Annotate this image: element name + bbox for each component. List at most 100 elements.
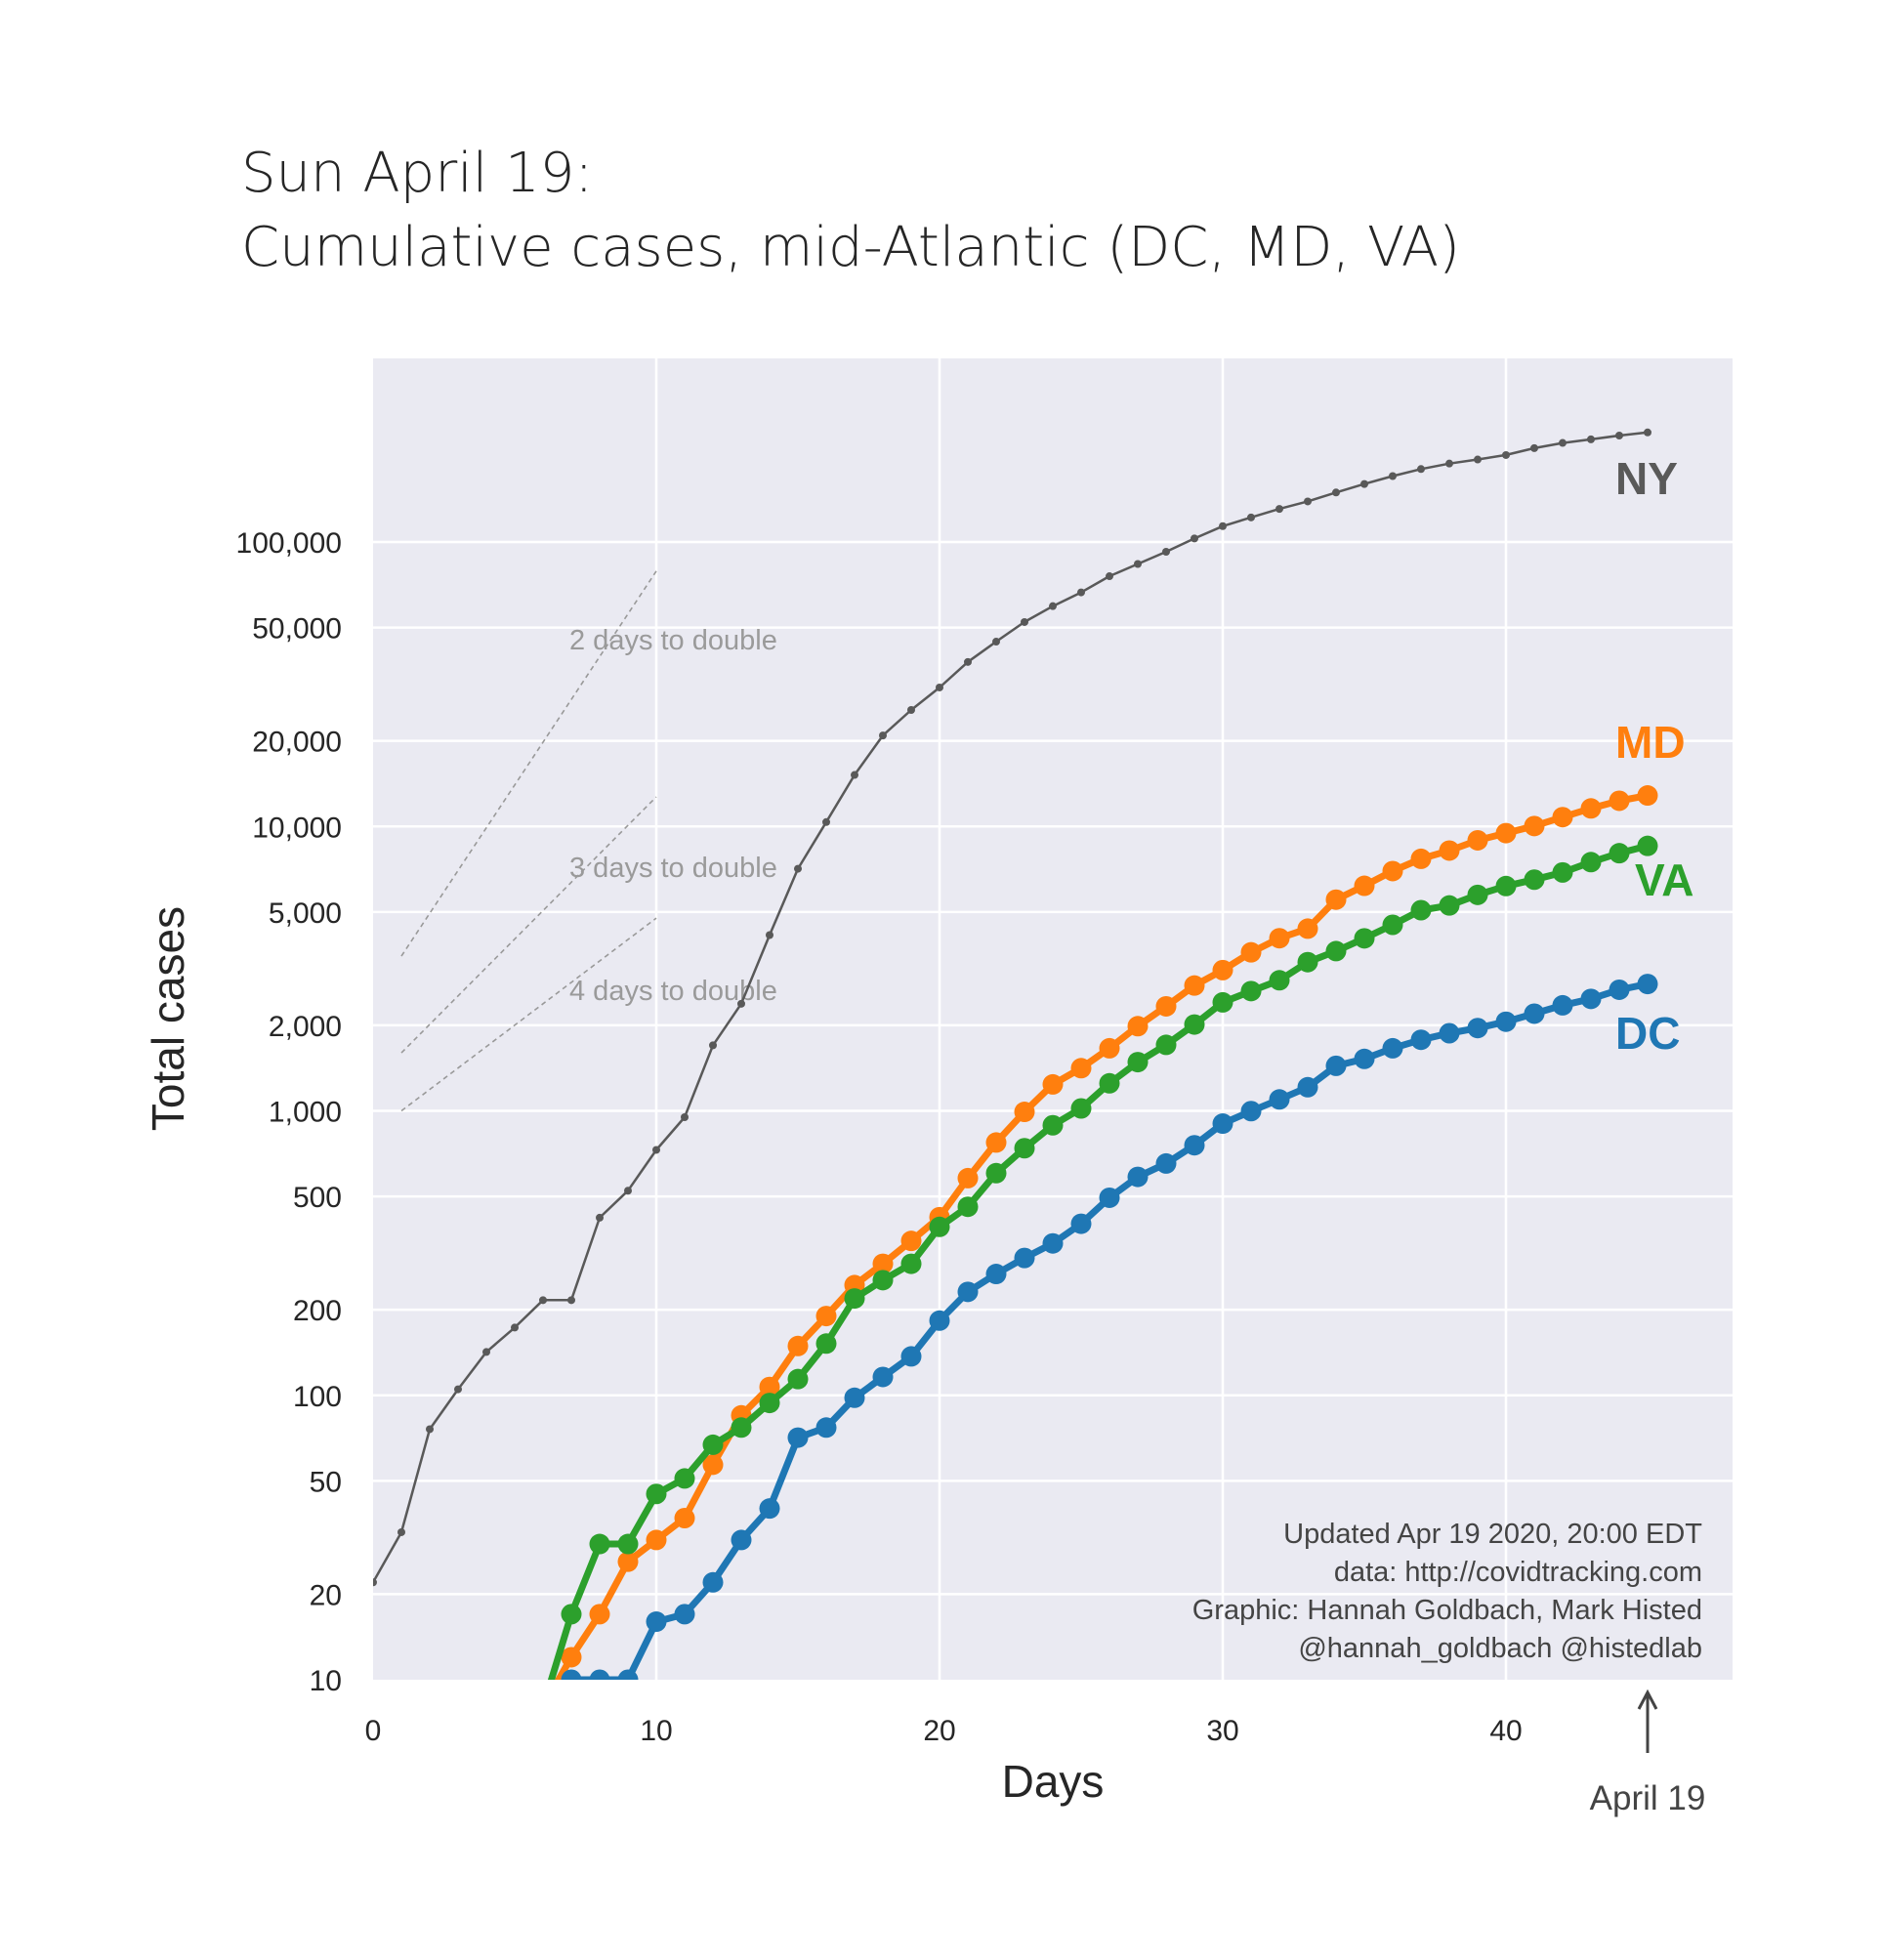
data-point-md-40 (1495, 822, 1517, 844)
data-point-va-43 (1580, 852, 1602, 873)
data-point-dc-13 (731, 1529, 752, 1551)
series-label-dc: DC (1615, 1008, 1680, 1059)
data-point-va-18 (872, 1270, 894, 1291)
data-point-dc-10 (646, 1611, 667, 1633)
data-point-ny-38 (1445, 459, 1453, 468)
data-point-md-37 (1410, 848, 1432, 869)
data-point-va-11 (674, 1468, 695, 1489)
tick-labels: 0 10 20 30 40 10 20 50 100 200 500 1,000 2,000 5,000 1… (236, 527, 1523, 1747)
credit-line-2: data: http://covidtracking.com (1334, 1557, 1702, 1588)
y-tick-label-100: 100 (293, 1381, 342, 1413)
series-layer (373, 428, 1658, 1718)
data-point-dc-16 (815, 1417, 837, 1439)
data-point-ny-44 (1615, 432, 1623, 440)
data-point-md-27 (1127, 1016, 1149, 1037)
data-point-md-32 (1269, 928, 1290, 949)
data-point-va-24 (1042, 1114, 1064, 1136)
data-point-ny-9 (624, 1187, 632, 1195)
data-point-md-8 (589, 1604, 610, 1625)
data-point-va-27 (1127, 1052, 1149, 1073)
y-tick-label-50: 50 (310, 1466, 342, 1498)
data-point-ny-7 (567, 1296, 575, 1305)
data-point-va-9 (617, 1533, 639, 1555)
data-point-ny-36 (1389, 472, 1397, 480)
series-label-md: MD (1615, 717, 1686, 768)
x-tick-label-20: 20 (923, 1715, 955, 1747)
data-point-va-32 (1269, 970, 1290, 991)
data-point-md-29 (1184, 975, 1205, 996)
data-point-va-28 (1155, 1034, 1177, 1056)
data-point-dc-20 (929, 1310, 950, 1331)
data-point-ny-1 (397, 1527, 405, 1536)
data-point-md-35 (1354, 875, 1375, 897)
data-point-dc-33 (1297, 1076, 1318, 1098)
chart-title: Sun April 19: Cumulative cases, mid-Atla… (241, 137, 1460, 285)
y-tick-label-50000: 50,000 (252, 613, 342, 646)
series-labels: NY MD VA DC (1615, 453, 1694, 1059)
data-point-md-26 (1099, 1037, 1120, 1059)
data-point-dc-9 (617, 1669, 639, 1680)
data-point-va-33 (1297, 951, 1318, 973)
credit-line-4: @hannah_goldbach @histedlab (1298, 1633, 1702, 1664)
data-point-ny-23 (1021, 617, 1028, 626)
data-point-va-40 (1495, 875, 1517, 897)
chart-title-line-2: Cumulative cases, mid-Atlantic (DC, MD, … (241, 216, 1460, 279)
credit-line-1: Updated Apr 19 2020, 20:00 EDT (1283, 1519, 1702, 1550)
data-point-ny-22 (992, 638, 1000, 646)
data-point-md-42 (1552, 807, 1573, 828)
data-point-md-28 (1155, 995, 1177, 1017)
data-point-dc-14 (759, 1498, 780, 1520)
y-tick-label-100000: 100,000 (236, 527, 342, 560)
data-point-md-10 (646, 1529, 667, 1551)
data-point-va-42 (1552, 861, 1573, 883)
data-point-dc-37 (1410, 1029, 1432, 1051)
data-point-md-21 (957, 1167, 979, 1189)
data-point-ny-32 (1275, 505, 1283, 514)
x-tick-label-0: 0 (365, 1715, 382, 1747)
data-point-va-45 (1637, 835, 1658, 856)
data-point-md-44 (1609, 790, 1630, 812)
data-point-ny-15 (794, 864, 802, 873)
data-point-va-15 (787, 1368, 809, 1390)
data-point-dc-43 (1580, 988, 1602, 1010)
data-point-va-12 (702, 1434, 724, 1455)
data-point-md-36 (1382, 860, 1403, 882)
series-label-va: VA (1635, 855, 1694, 905)
data-point-ny-13 (737, 999, 745, 1008)
y-tick-label-1000: 1,000 (269, 1097, 342, 1129)
data-point-va-34 (1325, 940, 1347, 962)
annotation-label: April 19 (1590, 1779, 1706, 1817)
data-point-md-30 (1212, 959, 1233, 980)
annotation-arrow-head (1637, 1689, 1658, 1710)
data-point-dc-30 (1212, 1113, 1233, 1135)
y-tick-label-20000: 20,000 (252, 727, 342, 759)
data-point-va-39 (1467, 884, 1488, 905)
data-point-dc-7 (561, 1669, 582, 1680)
data-point-va-38 (1439, 895, 1460, 916)
data-point-md-19 (900, 1230, 922, 1252)
data-point-va-20 (929, 1216, 950, 1237)
data-point-dc-24 (1042, 1232, 1064, 1254)
data-point-md-24 (1042, 1073, 1064, 1095)
data-point-ny-0 (373, 1578, 377, 1587)
data-point-va-10 (646, 1483, 667, 1505)
data-point-ny-45 (1644, 428, 1651, 437)
y-tick-label-2000: 2,000 (269, 1011, 342, 1043)
doubling-line-4-days (400, 917, 657, 1112)
y-tick-label-500: 500 (293, 1182, 342, 1214)
data-point-va-13 (731, 1417, 752, 1439)
data-point-dc-31 (1240, 1101, 1262, 1122)
series-label-ny: NY (1615, 453, 1678, 504)
data-point-ny-43 (1587, 435, 1595, 443)
data-point-dc-12 (702, 1571, 724, 1593)
y-tick-label-10000: 10,000 (252, 812, 342, 844)
data-point-va-22 (985, 1162, 1007, 1184)
doubling-line-2-days (400, 570, 657, 957)
data-point-ny-29 (1191, 534, 1198, 543)
data-point-ny-24 (1049, 602, 1057, 610)
data-point-va-16 (815, 1333, 837, 1355)
data-point-md-43 (1580, 798, 1602, 819)
data-point-dc-18 (872, 1366, 894, 1388)
data-point-va-6 (533, 1697, 554, 1718)
